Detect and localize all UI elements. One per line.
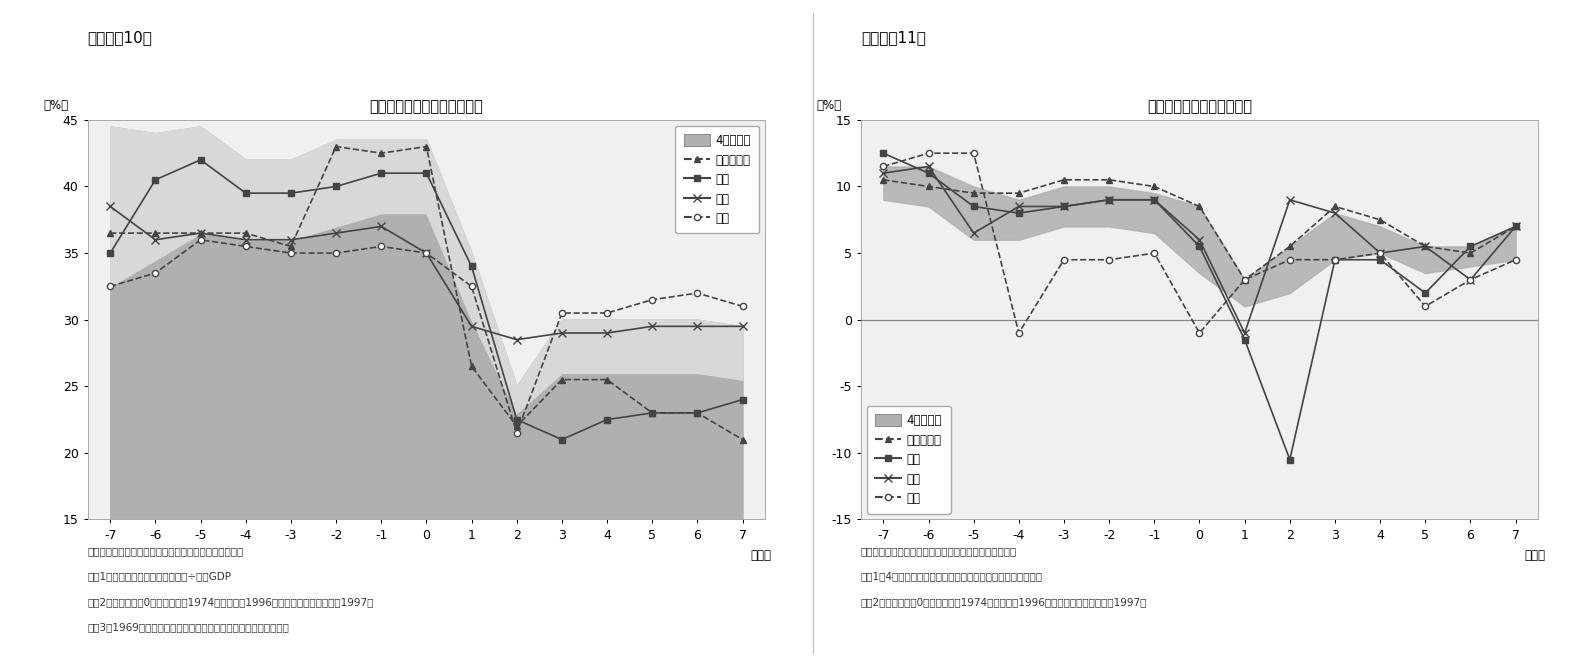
Text: （%）: （%）	[816, 99, 842, 112]
Legend: 4ヵ国平均, マレーシア, タイ, 韓国, 日本: 4ヵ国平均, マレーシア, タイ, 韓国, 日本	[676, 126, 759, 234]
Text: （%）: （%）	[43, 99, 69, 112]
Text: （注1）投資比率は総固定資本形成÷名目GDP: （注1）投資比率は総固定資本形成÷名目GDP	[88, 571, 231, 581]
Text: （注1）4ヵ国平均は日本、タイ、マレーシア、韓国の単純平均: （注1）4ヵ国平均は日本、タイ、マレーシア、韓国の単純平均	[861, 571, 1042, 581]
Text: （年）: （年）	[751, 549, 771, 563]
Text: （注3）1969年以前の日本の投資比率はニッセイ基礎研究所で推計: （注3）1969年以前の日本の投資比率はニッセイ基礎研究所で推計	[88, 622, 290, 632]
Text: （資料）国連のデータを元にニッセイ基礎研究所で作成: （資料）国連のデータを元にニッセイ基礎研究所で作成	[861, 546, 1017, 556]
Text: （図表－11）: （図表－11）	[861, 30, 926, 45]
Text: （注2）基準年（＝0年）は日本が1974年、タイが1996年、マレーシアと韓国が1997年: （注2）基準年（＝0年）は日本が1974年、タイが1996年、マレーシアと韓国が…	[88, 597, 375, 607]
Title: アジア各国の投資比率の屈折: アジア各国の投資比率の屈折	[370, 99, 483, 115]
Text: （注2）基準年（＝0年）は日本が1974年、タイが1996年、マレーシアと韓国が1997年: （注2）基準年（＝0年）は日本が1974年、タイが1996年、マレーシアと韓国が…	[861, 597, 1148, 607]
Text: （図表－10）: （図表－10）	[88, 30, 153, 45]
Legend: 4ヵ国平均, マレーシア, タイ, 韓国, 日本: 4ヵ国平均, マレーシア, タイ, 韓国, 日本	[867, 406, 950, 513]
Text: （年）: （年）	[1524, 549, 1545, 563]
Title: 同時期の経済成長率の推移: 同時期の経済成長率の推移	[1148, 99, 1251, 115]
Text: （資料）国連のデータを元にニッセイ基礎研究所で作成: （資料）国連のデータを元にニッセイ基礎研究所で作成	[88, 546, 244, 556]
